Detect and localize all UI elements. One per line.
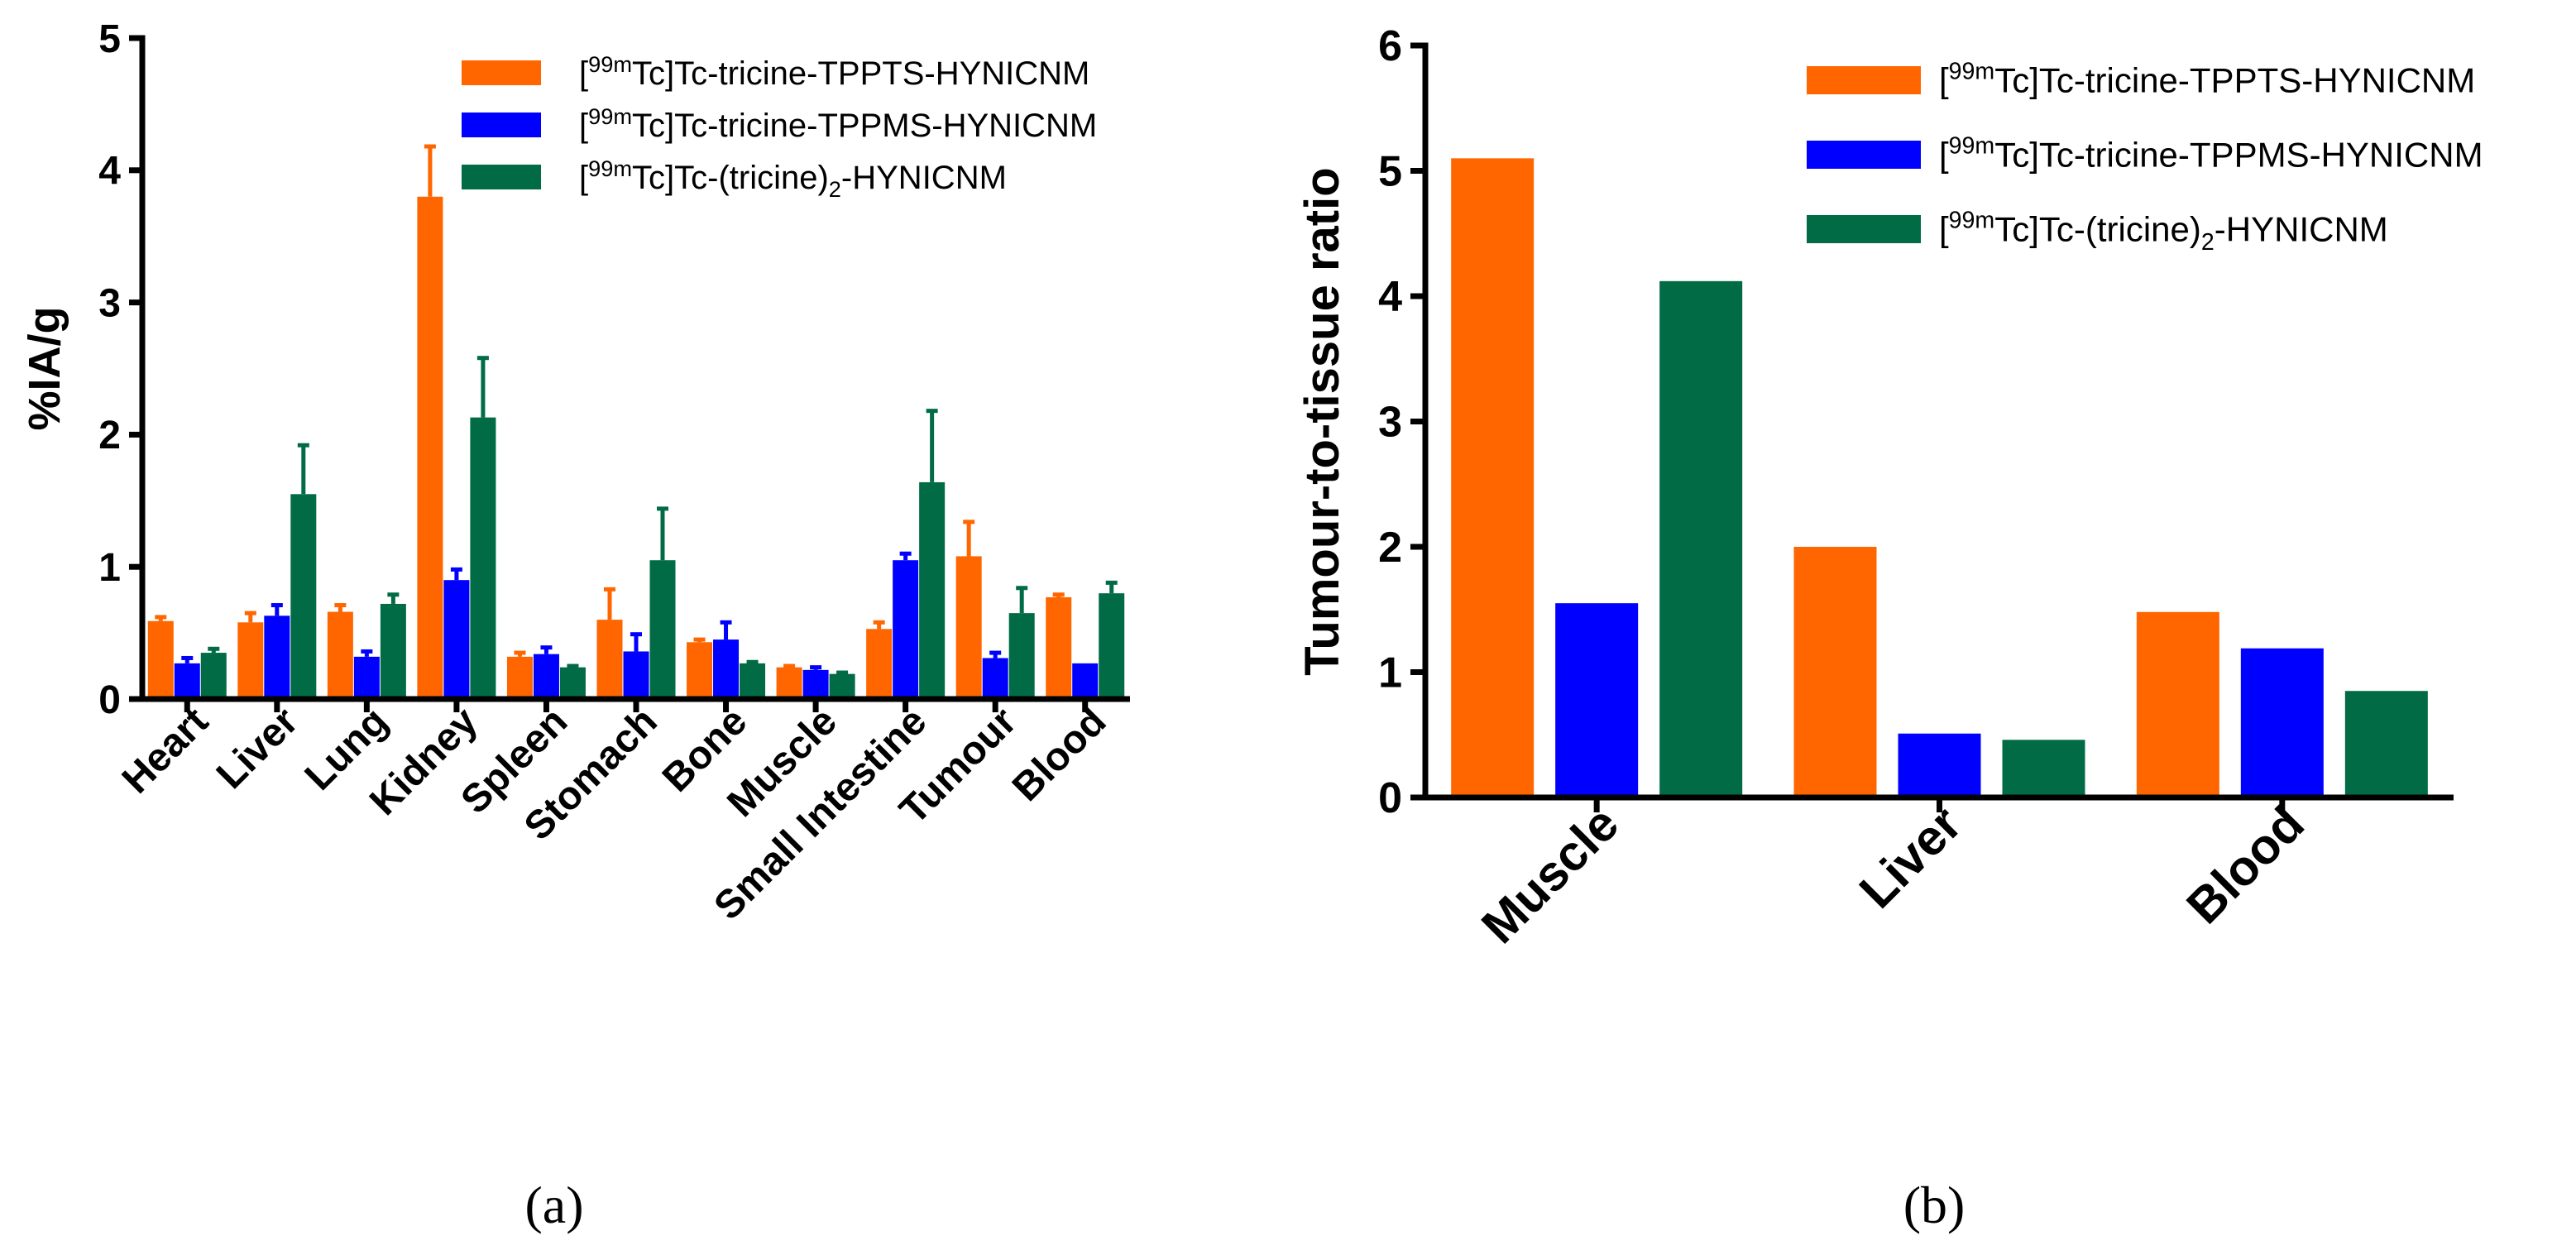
bar xyxy=(470,417,496,699)
bar xyxy=(623,651,649,699)
legend-label: [99mTc]Tc-(tricine)2-HYNICNM xyxy=(579,156,1007,202)
legend-label: [99mTc]Tc-tricine-TPPTS-HYNICNM xyxy=(579,51,1089,92)
bar xyxy=(1099,593,1125,699)
bar xyxy=(506,656,533,699)
bar xyxy=(264,615,290,699)
bar xyxy=(200,653,227,699)
bar xyxy=(893,560,919,699)
y-tick-label: 5 xyxy=(98,17,121,61)
y-tick-label: 1 xyxy=(1378,649,1402,697)
x-tick-label: Heart xyxy=(114,699,217,802)
bar xyxy=(443,580,470,699)
bar xyxy=(2136,611,2219,797)
x-tick-label: Blood xyxy=(2176,796,2315,935)
bar xyxy=(327,611,353,699)
bar xyxy=(174,663,200,699)
x-tick-label: Muscle xyxy=(1471,796,1629,954)
panel-a-chart: 012345HeartLiverLungKidneySpleenStomachB… xyxy=(20,17,1130,928)
caption-b: (b) xyxy=(1903,1176,1966,1234)
panel-b-chart: 0 1 2 3 4 5 6 Muscle Liver Blood Tumour-to-tissue … xyxy=(1295,22,2483,954)
y-tick-label: 3 xyxy=(1378,399,1402,447)
bar xyxy=(713,639,740,699)
bar xyxy=(290,494,317,699)
bar xyxy=(1659,280,1743,797)
x-tick-label: Blood xyxy=(1004,699,1115,810)
legend-swatch xyxy=(1807,141,1921,169)
legend-swatch xyxy=(462,113,541,137)
legend-swatch xyxy=(462,165,541,189)
bar xyxy=(649,560,676,699)
legend-swatch xyxy=(462,60,541,85)
legend-label: [99mTc]Tc-(tricine)2-HYNICNM xyxy=(1939,208,2388,256)
bar xyxy=(740,663,766,699)
bar xyxy=(1898,733,1981,797)
y-tick-label: 4 xyxy=(1378,273,1402,321)
bar xyxy=(982,658,1008,699)
y-tick-label: 4 xyxy=(98,150,121,194)
bar xyxy=(829,673,855,699)
y-tick-label: 1 xyxy=(98,546,121,590)
y-tick-label: 6 xyxy=(1378,22,1402,70)
y-tick-label: 2 xyxy=(98,414,121,457)
bar xyxy=(533,654,559,699)
bar xyxy=(380,603,406,699)
bar xyxy=(1555,603,1639,797)
bar xyxy=(687,642,713,699)
bar xyxy=(1793,547,1877,797)
y-tick-label: 2 xyxy=(1378,524,1402,572)
y-tick-label: 5 xyxy=(1378,148,1402,196)
legend-swatch xyxy=(1807,215,1921,243)
y-tick-label: 3 xyxy=(98,281,121,325)
bar xyxy=(955,556,982,699)
y-axis-label: Tumour-to-tissue ratio xyxy=(1295,167,1349,675)
legend-label: [99mTc]Tc-tricine-TPPMS-HYNICNM xyxy=(579,103,1097,144)
bar xyxy=(2240,648,2324,797)
y-tick-label: 0 xyxy=(1378,774,1402,822)
bar xyxy=(596,620,623,699)
bar xyxy=(237,622,264,699)
bar xyxy=(417,196,443,699)
bar xyxy=(776,667,802,699)
bar xyxy=(866,629,893,699)
caption-a: (a) xyxy=(524,1176,583,1234)
x-tick-label: Liver xyxy=(1849,796,1972,919)
bar xyxy=(2002,740,2085,797)
x-tick-label: Liver xyxy=(208,699,307,797)
bar xyxy=(919,481,946,699)
legend-label: [99mTc]Tc-tricine-TPPMS-HYNICNM xyxy=(1939,133,2483,175)
bar xyxy=(1451,158,1535,798)
bar xyxy=(1008,613,1035,699)
legend-label: [99mTc]Tc-tricine-TPPTS-HYNICNM xyxy=(1939,59,2475,100)
bar xyxy=(1046,596,1072,699)
bar xyxy=(2344,691,2428,797)
bar xyxy=(147,620,174,699)
bar xyxy=(353,656,380,699)
y-axis-label: %IA/g xyxy=(20,306,69,430)
legend-swatch xyxy=(1807,66,1921,94)
bar xyxy=(559,667,586,699)
bar xyxy=(1072,663,1099,699)
bar xyxy=(802,669,829,699)
y-tick-label: 0 xyxy=(98,678,121,722)
